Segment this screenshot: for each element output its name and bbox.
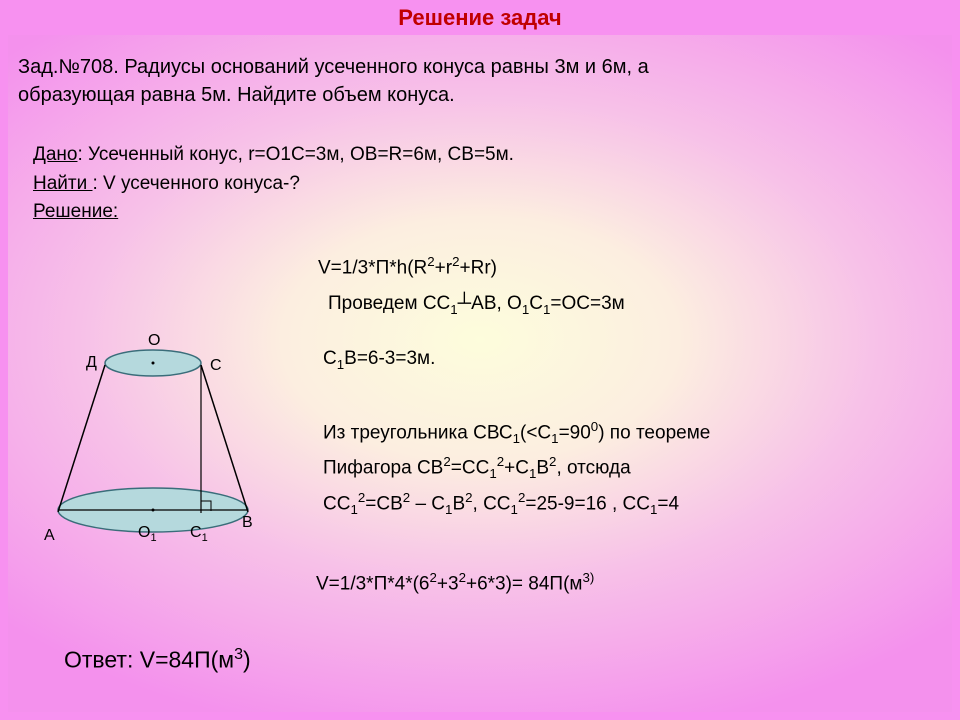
ans-b: ): [243, 647, 251, 673]
r2: +3: [437, 573, 459, 594]
s3n: , CC: [473, 493, 511, 514]
content-panel: Зад.№708. Радиусы оснований усеченного к…: [8, 35, 952, 712]
page-title: Решение задач: [0, 5, 960, 31]
s3e: Пифагора СВ: [323, 458, 443, 479]
s2b: B=6-3=3м.: [344, 348, 435, 369]
s3c: =90: [559, 422, 591, 443]
s3k: =CB: [365, 493, 403, 514]
f-part-1: V=1/3*П*h(R: [318, 257, 427, 278]
find-label: Найти: [33, 173, 93, 194]
label-c: C: [210, 357, 222, 374]
s2a: C: [323, 348, 337, 369]
label-d: Д: [86, 354, 97, 371]
s3d: ) по теореме: [598, 422, 710, 443]
s3j: CC: [323, 493, 350, 514]
problem-statement: Зад.№708. Радиусы оснований усеченного к…: [18, 53, 942, 109]
f-part-2: +r: [435, 257, 452, 278]
label-a: А: [44, 527, 55, 544]
result-formula: V=1/3*П*4*(62+32+6*3)= 84П(м3): [316, 570, 594, 595]
ans-a: Ответ: V=84П(м: [64, 647, 234, 673]
s1b: AB, O: [471, 293, 522, 314]
label-o: O: [148, 332, 160, 349]
given-label: Дано: [33, 144, 78, 165]
solution-step-1: Проведем CC1┴AB, O1C1=OC=3м: [328, 293, 625, 317]
s3a: Из треугольника СВС: [323, 422, 513, 443]
s3p: =4: [657, 493, 679, 514]
s1a: Проведем CC: [328, 293, 450, 314]
label-b: В: [242, 514, 253, 531]
s3f: =CC: [451, 458, 490, 479]
volume-formula: V=1/3*П*h(R2+r2+Rr): [318, 254, 497, 279]
s3g: +C: [504, 458, 529, 479]
s3o: =25-9=16 , CC: [525, 493, 650, 514]
given-text: : Усеченный конус, r=O1C=3м, OB=R=6м, CB…: [78, 144, 514, 165]
solution-step-2: C1B=6-3=3м.: [323, 348, 435, 372]
answer: Ответ: V=84П(м3): [64, 645, 251, 674]
s1c: C: [529, 293, 543, 314]
cone-diagram: O Д C А O1 C1 В: [38, 315, 288, 555]
solution-step-3: Из треугольника СВС1(<C1=900) по теореме…: [323, 415, 710, 521]
s3b: (<C: [520, 422, 551, 443]
find-text: : V усеченного конуса-?: [93, 173, 300, 194]
solution-label: Решение:: [33, 201, 118, 222]
s3i: , отсюда: [556, 458, 630, 479]
s3h: B: [536, 458, 549, 479]
s3l: – C: [410, 493, 445, 514]
s3m: B: [452, 493, 465, 514]
r3: +6*3)= 84П(м: [466, 573, 583, 594]
problem-line-1: Зад.№708. Радиусы оснований усеченного к…: [18, 56, 649, 78]
s1d: =OC=3м: [550, 293, 624, 314]
f-part-3: +Rr): [460, 257, 497, 278]
r1: V=1/3*П*4*(6: [316, 573, 429, 594]
problem-line-2: образующая равна 5м. Найдите объем конус…: [18, 84, 455, 106]
given-block: Дано: Усеченный конус, r=O1C=3м, OB=R=6м…: [33, 141, 514, 227]
